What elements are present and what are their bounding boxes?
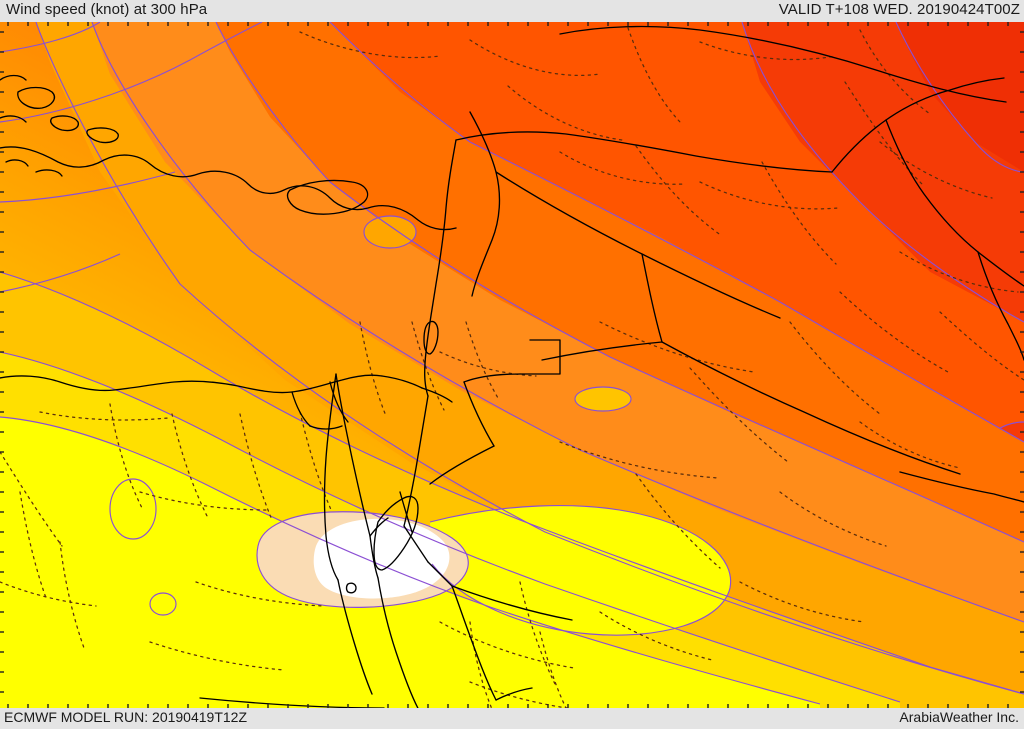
contour-island-c [575,387,631,411]
contour-island-d [364,216,416,248]
contour-band-30-lobe [430,505,731,636]
frame-ticks-bottom [7,704,1009,708]
page-title: Wind speed (knot) at 300 hPa [6,1,208,18]
attribution-label: ArabiaWeather Inc. [899,709,1019,725]
contour-band-110 [896,22,1024,172]
contour-line-group [0,22,1024,705]
contour-band-70 [92,22,1024,622]
frame-ticks-left [0,31,4,693]
contour-island-b [150,593,176,615]
footer-bar: ECMWF MODEL RUN: 20190419T12Z ArabiaWeat… [0,708,1024,729]
model-run-label: ECMWF MODEL RUN: 20190419T12Z [4,709,247,725]
valid-time-label: VALID T+108 WED. 20190424T00Z [778,1,1020,18]
contour-island-a [110,479,156,539]
frame-ticks-right [1020,31,1024,693]
map-canvas[interactable] [0,22,1024,708]
admin-boundary-group [0,27,1024,708]
header-bar: Wind speed (knot) at 300 hPa VALID T+108… [0,0,1024,22]
map-frame-ticks [0,22,1024,708]
contour-band-80 [216,22,1024,542]
frame-ticks-top [7,22,1009,26]
coastline-group [0,25,1024,708]
contour-band-30 [0,417,820,708]
contour-band-90 [330,22,1024,442]
wind-speed-contour-map [0,22,1024,708]
contour-band-60 [36,22,1024,694]
